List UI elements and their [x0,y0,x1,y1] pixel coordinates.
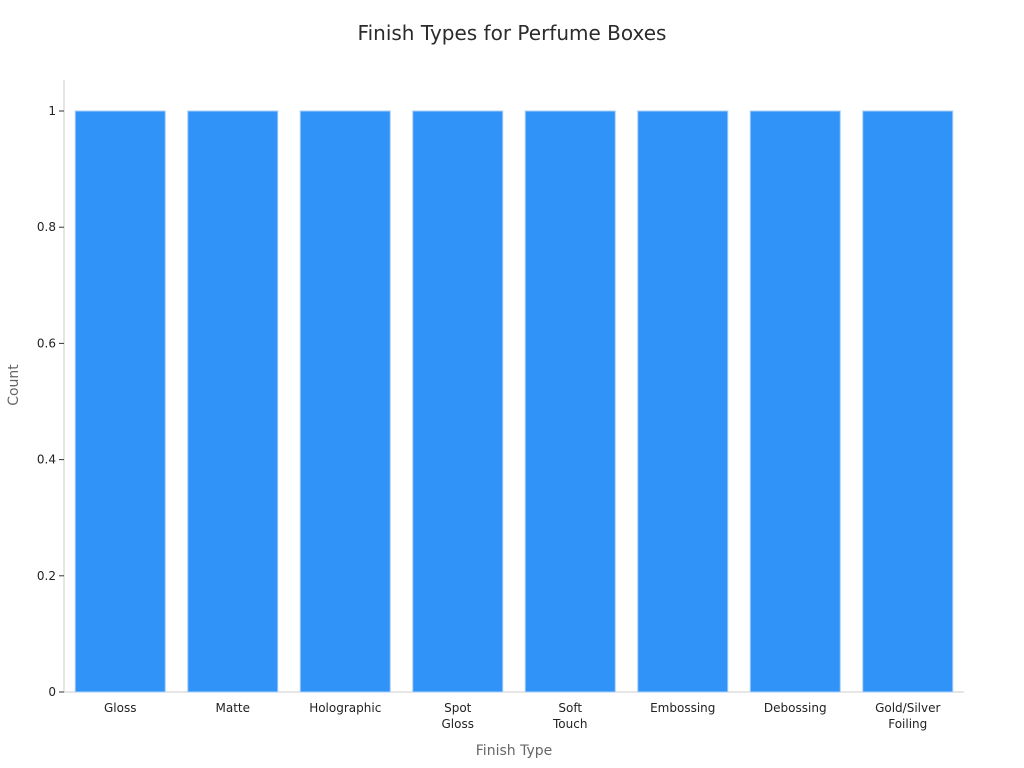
y-tick-label: 0.8 [37,220,56,234]
y-tick-label: 0.6 [37,336,56,350]
y-axis-ticks: 0 0.2 0.4 0.6 0.8 1 [37,104,64,699]
x-tick-label: Spot Gloss [442,701,474,731]
bar [637,110,729,693]
bar [749,110,841,693]
x-tick-label: Holographic [309,701,381,715]
x-tick-label-line: Holographic [309,701,381,715]
x-tick-label-line: Spot [444,701,472,715]
chart-title: Finish Types for Perfume Boxes [358,21,667,45]
x-tick-label-line: Matte [216,701,251,715]
x-tick-label-line: Gold/Silver [875,701,940,715]
bar [862,110,954,693]
bar [412,110,504,693]
x-tick-label-line: Gloss [104,701,136,715]
x-tick-label-line: Touch [552,717,587,731]
bar [74,110,166,693]
x-tick-label-line: Embossing [650,701,715,715]
y-tick-label: 0.4 [37,453,56,467]
x-tick-label: Gloss [104,701,136,715]
bar [187,110,279,693]
x-tick-label: Embossing [650,701,715,715]
x-tick-label: Soft Touch [552,701,587,731]
bar [524,110,616,693]
x-tick-label: Gold/Silver Foiling [875,701,940,731]
x-axis-ticks: Gloss Matte Holographic Spot Gloss Soft Touch E… [104,701,940,731]
x-axis-label: Finish Type [476,743,552,759]
x-tick-label-line: Gloss [442,717,474,731]
bar [299,110,391,693]
x-tick-label: Debossing [764,701,827,715]
y-tick-label: 0.2 [37,569,56,583]
y-tick-label: 1 [48,104,56,118]
x-tick-label-line: Debossing [764,701,827,715]
y-axis-label: Count [6,364,22,406]
bars-group [74,110,954,693]
x-tick-label-line: Soft [558,701,582,715]
x-tick-label-line: Foiling [888,717,927,731]
x-tick-label: Matte [216,701,251,715]
y-tick-label: 0 [48,685,56,699]
